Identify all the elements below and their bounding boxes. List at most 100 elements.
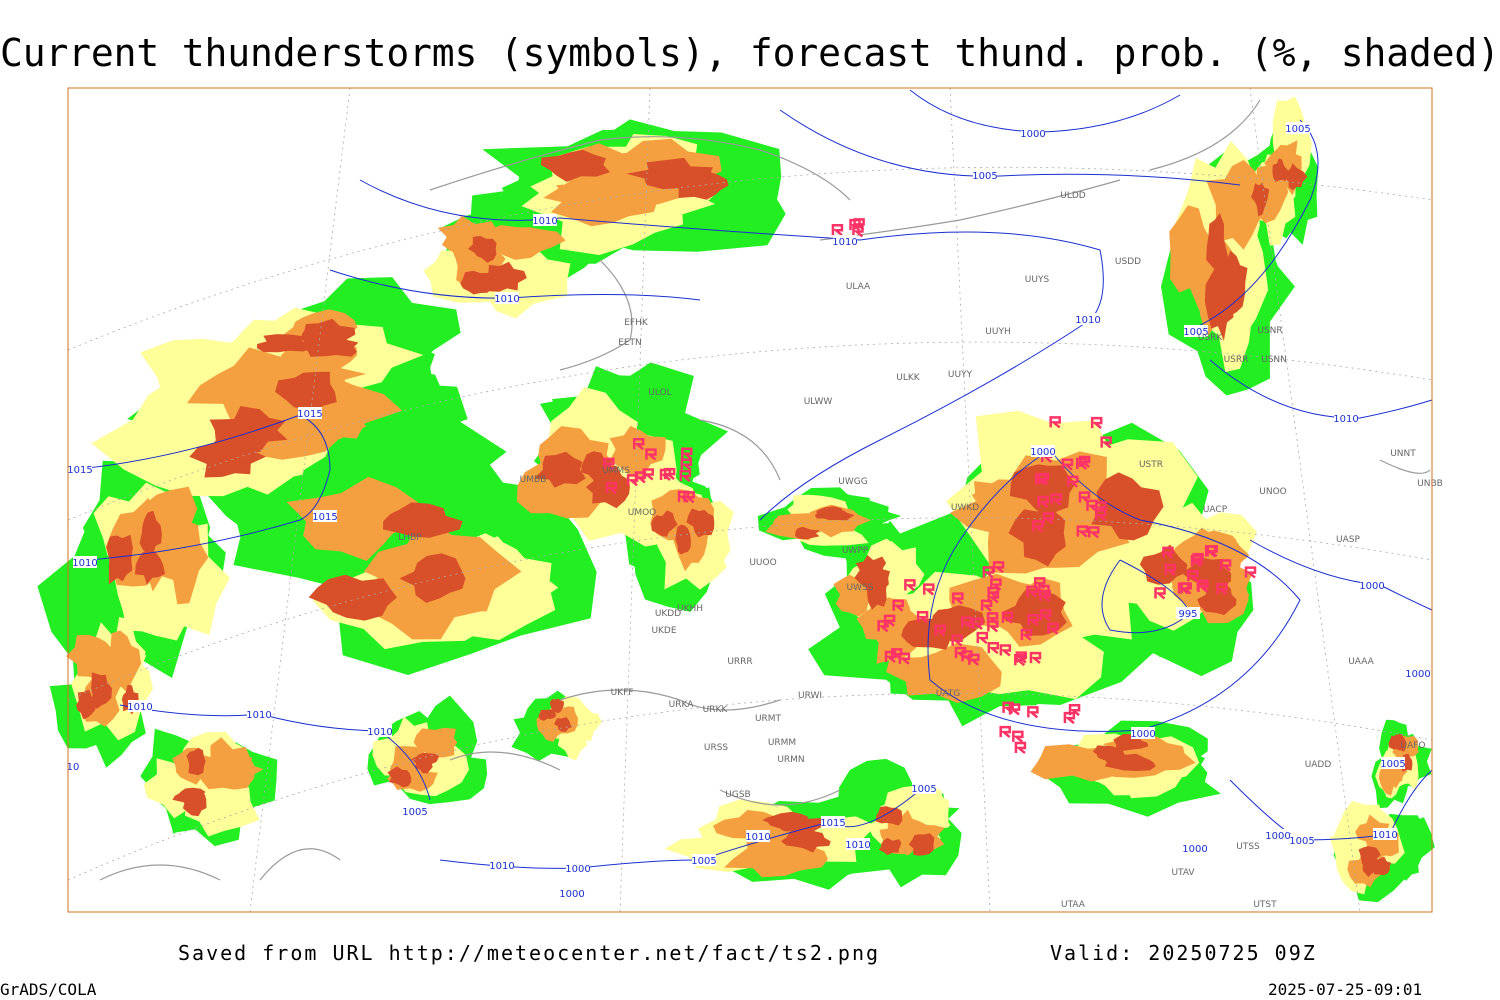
thunderstorm-symbol bbox=[1196, 579, 1209, 592]
isobar-label-box bbox=[821, 816, 845, 828]
isobar-label-box bbox=[533, 214, 557, 226]
thunderstorm-symbol bbox=[663, 467, 676, 481]
station-label: URSS bbox=[704, 743, 729, 753]
isobar-label: 1010 bbox=[494, 294, 519, 305]
isobar-label-box bbox=[495, 292, 519, 304]
thunderstorm-symbol bbox=[1090, 416, 1103, 430]
isobar-label: 10 bbox=[67, 762, 80, 773]
station-label: UNBB bbox=[1417, 479, 1443, 489]
probability-area bbox=[479, 261, 527, 292]
probability-area bbox=[540, 149, 610, 182]
isobar-label: 1010 bbox=[72, 558, 97, 569]
isobar-label-box bbox=[1031, 445, 1055, 457]
isobar-label-box bbox=[490, 859, 514, 871]
station-label: UAFO bbox=[1400, 741, 1425, 751]
isobar-label: 1000 bbox=[565, 864, 590, 875]
isobar-label: 1010 bbox=[845, 840, 870, 851]
isobar bbox=[779, 109, 1241, 186]
isobar-label: 1005 bbox=[1289, 836, 1314, 847]
coastline bbox=[99, 689, 781, 881]
isobar-label-box bbox=[61, 760, 85, 772]
thunderstorm-symbol bbox=[1027, 613, 1039, 627]
probability-area bbox=[91, 373, 315, 497]
thunderstorm-symbol bbox=[987, 591, 1000, 604]
thunderstorm-symbol bbox=[999, 725, 1011, 739]
probability-area bbox=[486, 225, 566, 260]
thunderstorm-symbol bbox=[1039, 609, 1052, 622]
station-label: UKDD bbox=[655, 609, 681, 619]
thunderstorm-symbol bbox=[1020, 628, 1033, 641]
graticule bbox=[67, 87, 1433, 913]
isobar-label: 1000 bbox=[1030, 447, 1055, 458]
thunderstorm-symbol bbox=[1042, 512, 1055, 525]
probability-area bbox=[76, 689, 97, 720]
thunderstorm-symbol bbox=[1177, 582, 1190, 595]
isobar-label: 1010 bbox=[532, 216, 557, 227]
isobar-label: 1005 bbox=[972, 171, 997, 182]
thunderstorm-symbol bbox=[952, 592, 964, 605]
isobar-label: 1000 bbox=[1265, 831, 1290, 842]
probability-area bbox=[139, 510, 162, 555]
station-label: USTR bbox=[1139, 460, 1163, 470]
isobar-label-box bbox=[128, 700, 152, 712]
isobar-label-box bbox=[1184, 325, 1208, 337]
thunderstorm-symbol bbox=[1049, 416, 1061, 429]
thunderstorm-symbol bbox=[1047, 622, 1059, 635]
isobar-label-box bbox=[247, 708, 271, 720]
isobar-label: 1010 bbox=[1075, 315, 1100, 326]
thunderstorm-symbol bbox=[679, 469, 692, 483]
thunderstorm-symbol bbox=[1219, 559, 1232, 572]
probability-area bbox=[1362, 855, 1379, 878]
station-label: UWPP bbox=[842, 546, 869, 556]
thunderstorm-symbol bbox=[1008, 703, 1021, 716]
probability-area bbox=[256, 334, 317, 353]
map-border bbox=[67, 87, 1433, 913]
graticule-line bbox=[67, 87, 1433, 913]
station-label: UMOO bbox=[628, 508, 657, 518]
isobar-label-box bbox=[1406, 667, 1430, 679]
thunderstorm-symbol bbox=[853, 218, 865, 231]
isobar-label: 1000 bbox=[1359, 581, 1384, 592]
thunderstorm-symbol bbox=[603, 457, 615, 470]
isobar-label: 1005 bbox=[1380, 759, 1405, 770]
probability-area bbox=[91, 672, 112, 709]
thunderstorm-symbol bbox=[605, 481, 618, 495]
probability-area bbox=[538, 709, 557, 721]
isobar-label: 1005 bbox=[1183, 327, 1208, 338]
isobar-label: 1015 bbox=[312, 512, 337, 523]
station-label: ULAA bbox=[846, 282, 871, 292]
isobar-label-box bbox=[746, 830, 770, 842]
probability-area bbox=[879, 837, 902, 856]
isobar bbox=[1229, 769, 1433, 841]
isobar-label-box bbox=[1360, 579, 1384, 591]
isobar-label: 1000 bbox=[559, 889, 584, 900]
thunderstorm-symbol bbox=[1076, 525, 1089, 538]
isobar-label-box bbox=[912, 782, 936, 794]
isobar-label-box bbox=[1290, 834, 1314, 846]
isobar-label: 1010 bbox=[745, 832, 770, 843]
thunderstorm-symbol bbox=[904, 579, 916, 592]
map: 1000100510101010101010101005100510101000… bbox=[37, 87, 1443, 913]
probability-area bbox=[308, 574, 397, 621]
credit: GrADS/COLA bbox=[0, 980, 97, 999]
isobar-label-box bbox=[1183, 842, 1207, 854]
thunderstorm-symbol bbox=[1162, 546, 1174, 559]
station-label: USNR bbox=[1257, 326, 1282, 336]
thunderstorm-symbol bbox=[645, 448, 657, 461]
thunderstorm-symbol bbox=[683, 491, 695, 504]
station-label: UMMS bbox=[602, 466, 630, 476]
thunderstorm-symbol bbox=[954, 646, 967, 660]
thunderstorm-symbol bbox=[1190, 554, 1203, 568]
station-label: USRK bbox=[1198, 333, 1224, 343]
valid-time: Valid: 20250725 09Z bbox=[1050, 941, 1317, 965]
thunderstorm-symbol bbox=[951, 634, 963, 647]
isobar bbox=[119, 704, 431, 801]
station-label: USNN bbox=[1261, 355, 1287, 365]
coastlines bbox=[99, 99, 1431, 881]
isobar-label-box bbox=[1286, 122, 1310, 134]
thunderstorm-symbol bbox=[987, 586, 999, 599]
probability-area bbox=[387, 766, 412, 788]
station-label: UUYY bbox=[948, 370, 973, 380]
thunderstorm-symbol bbox=[898, 652, 911, 665]
thunderstorm-symbol bbox=[890, 648, 903, 661]
